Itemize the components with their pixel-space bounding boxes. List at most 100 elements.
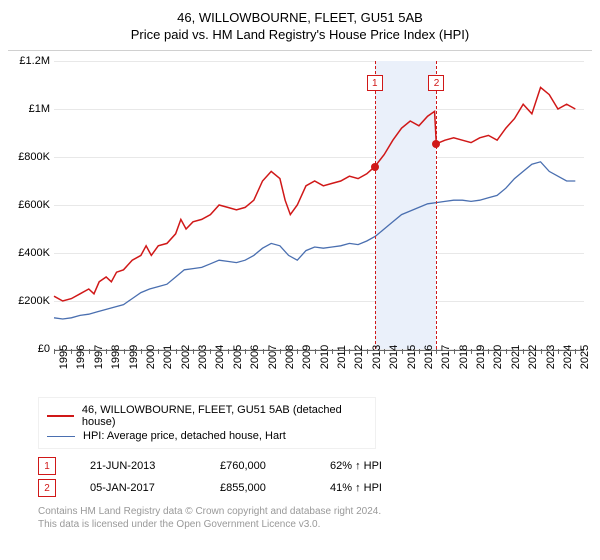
- xtick-label: 2015: [406, 345, 418, 369]
- xtick: [245, 349, 246, 354]
- xtick-label: 2013: [371, 345, 383, 369]
- sale-marker-dot: [371, 163, 379, 171]
- sale-date: 21-JUN-2013: [90, 460, 220, 472]
- sale-row: 1 21-JUN-2013£760,00062% ↑ HPI: [38, 457, 592, 475]
- xtick-label: 2016: [423, 345, 435, 369]
- xtick: [176, 349, 177, 354]
- xtick-label: 2018: [458, 345, 470, 369]
- ytick-label: £1.2M: [19, 55, 50, 67]
- ytick-label: £200K: [18, 295, 50, 307]
- xtick: [523, 349, 524, 354]
- xtick: [349, 349, 350, 354]
- legend-swatch: [47, 436, 75, 437]
- xtick-label: 2007: [267, 345, 279, 369]
- xtick: [402, 349, 403, 354]
- footer-line-1: Contains HM Land Registry data © Crown c…: [38, 505, 592, 518]
- xtick: [419, 349, 420, 354]
- chart-svg: [54, 61, 584, 349]
- legend-label: 46, WILLOWBOURNE, FLEET, GU51 5AB (detac…: [82, 404, 367, 428]
- xtick-label: 1999: [128, 345, 140, 369]
- sale-marker-box: 1: [367, 75, 383, 91]
- sales-table: 1 21-JUN-2013£760,00062% ↑ HPI 2 05-JAN-201…: [38, 457, 592, 497]
- xtick-label: 2004: [214, 345, 226, 369]
- xtick: [436, 349, 437, 354]
- xtick: [193, 349, 194, 354]
- legend-item: HPI: Average price, detached house, Hart: [47, 430, 367, 442]
- xtick: [141, 349, 142, 354]
- xtick-label: 2019: [475, 345, 487, 369]
- xtick: [106, 349, 107, 354]
- xtick-label: 2000: [145, 345, 157, 369]
- xtick-label: 1995: [58, 345, 70, 369]
- sale-row: 2 05-JAN-2017£855,00041% ↑ HPI: [38, 479, 592, 497]
- ytick-label: £0: [38, 343, 50, 355]
- sale-price: £760,000: [220, 460, 330, 472]
- xtick-label: 2002: [180, 345, 192, 369]
- xtick: [541, 349, 542, 354]
- xtick-label: 2023: [545, 345, 557, 369]
- xtick: [89, 349, 90, 354]
- xtick-label: 2024: [562, 345, 574, 369]
- sale-hpi-delta: 41% ↑ HPI: [330, 482, 430, 494]
- xtick: [124, 349, 125, 354]
- xtick: [71, 349, 72, 354]
- xtick: [488, 349, 489, 354]
- xtick-label: 2010: [319, 345, 331, 369]
- xtick-label: 2017: [440, 345, 452, 369]
- series-line-property: [54, 87, 575, 301]
- xtick-label: 2006: [249, 345, 261, 369]
- xtick-label: 2008: [284, 345, 296, 369]
- xtick-label: 2009: [301, 345, 313, 369]
- xtick-label: 2011: [336, 345, 348, 369]
- page-subtitle: Price paid vs. HM Land Registry's House …: [8, 27, 592, 42]
- xtick: [297, 349, 298, 354]
- sale-marker-line: [375, 61, 376, 349]
- xtick: [280, 349, 281, 354]
- sale-hpi-delta: 62% ↑ HPI: [330, 460, 430, 472]
- xtick: [367, 349, 368, 354]
- xtick: [506, 349, 507, 354]
- page-title: 46, WILLOWBOURNE, FLEET, GU51 5AB: [8, 10, 592, 25]
- xtick: [384, 349, 385, 354]
- xtick-label: 2001: [162, 345, 174, 369]
- xtick: [263, 349, 264, 354]
- xtick-label: 2005: [232, 345, 244, 369]
- xtick: [454, 349, 455, 354]
- xtick-label: 2022: [527, 345, 539, 369]
- xtick-label: 2020: [492, 345, 504, 369]
- sale-marker-box: 2: [428, 75, 444, 91]
- xtick: [332, 349, 333, 354]
- ytick-label: £400K: [18, 247, 50, 259]
- legend-item: 46, WILLOWBOURNE, FLEET, GU51 5AB (detac…: [47, 404, 367, 428]
- sale-price: £855,000: [220, 482, 330, 494]
- xtick: [471, 349, 472, 354]
- sale-date: 05-JAN-2017: [90, 482, 220, 494]
- xtick: [575, 349, 576, 354]
- xtick-label: 2012: [353, 345, 365, 369]
- price-chart: £0 £200K £400K £600K £800K £1M £1.2M 1995 1996 19…: [8, 50, 592, 391]
- legend-swatch: [47, 415, 74, 417]
- ytick-label: £800K: [18, 151, 50, 163]
- footer-attribution: Contains HM Land Registry data © Crown c…: [38, 505, 592, 531]
- legend-label: HPI: Average price, detached house, Hart: [83, 430, 286, 442]
- xtick-label: 1998: [110, 345, 122, 369]
- xtick: [315, 349, 316, 354]
- legend: 46, WILLOWBOURNE, FLEET, GU51 5AB (detac…: [38, 397, 376, 449]
- ytick-label: £600K: [18, 199, 50, 211]
- ytick-label: £1M: [29, 103, 50, 115]
- series-line-hpi: [54, 162, 575, 319]
- xtick-label: 1997: [93, 345, 105, 369]
- xtick-label: 2025: [579, 345, 591, 369]
- sale-marker-cell: 2: [38, 479, 56, 497]
- xtick: [158, 349, 159, 354]
- sale-marker-cell: 1: [38, 457, 56, 475]
- sale-marker-line: [436, 61, 437, 349]
- xtick: [228, 349, 229, 354]
- xtick: [210, 349, 211, 354]
- xtick: [558, 349, 559, 354]
- footer-line-2: This data is licensed under the Open Gov…: [38, 518, 592, 531]
- xtick: [54, 349, 55, 354]
- xtick-label: 2003: [197, 345, 209, 369]
- xtick-label: 1996: [75, 345, 87, 369]
- xtick-label: 2014: [388, 345, 400, 369]
